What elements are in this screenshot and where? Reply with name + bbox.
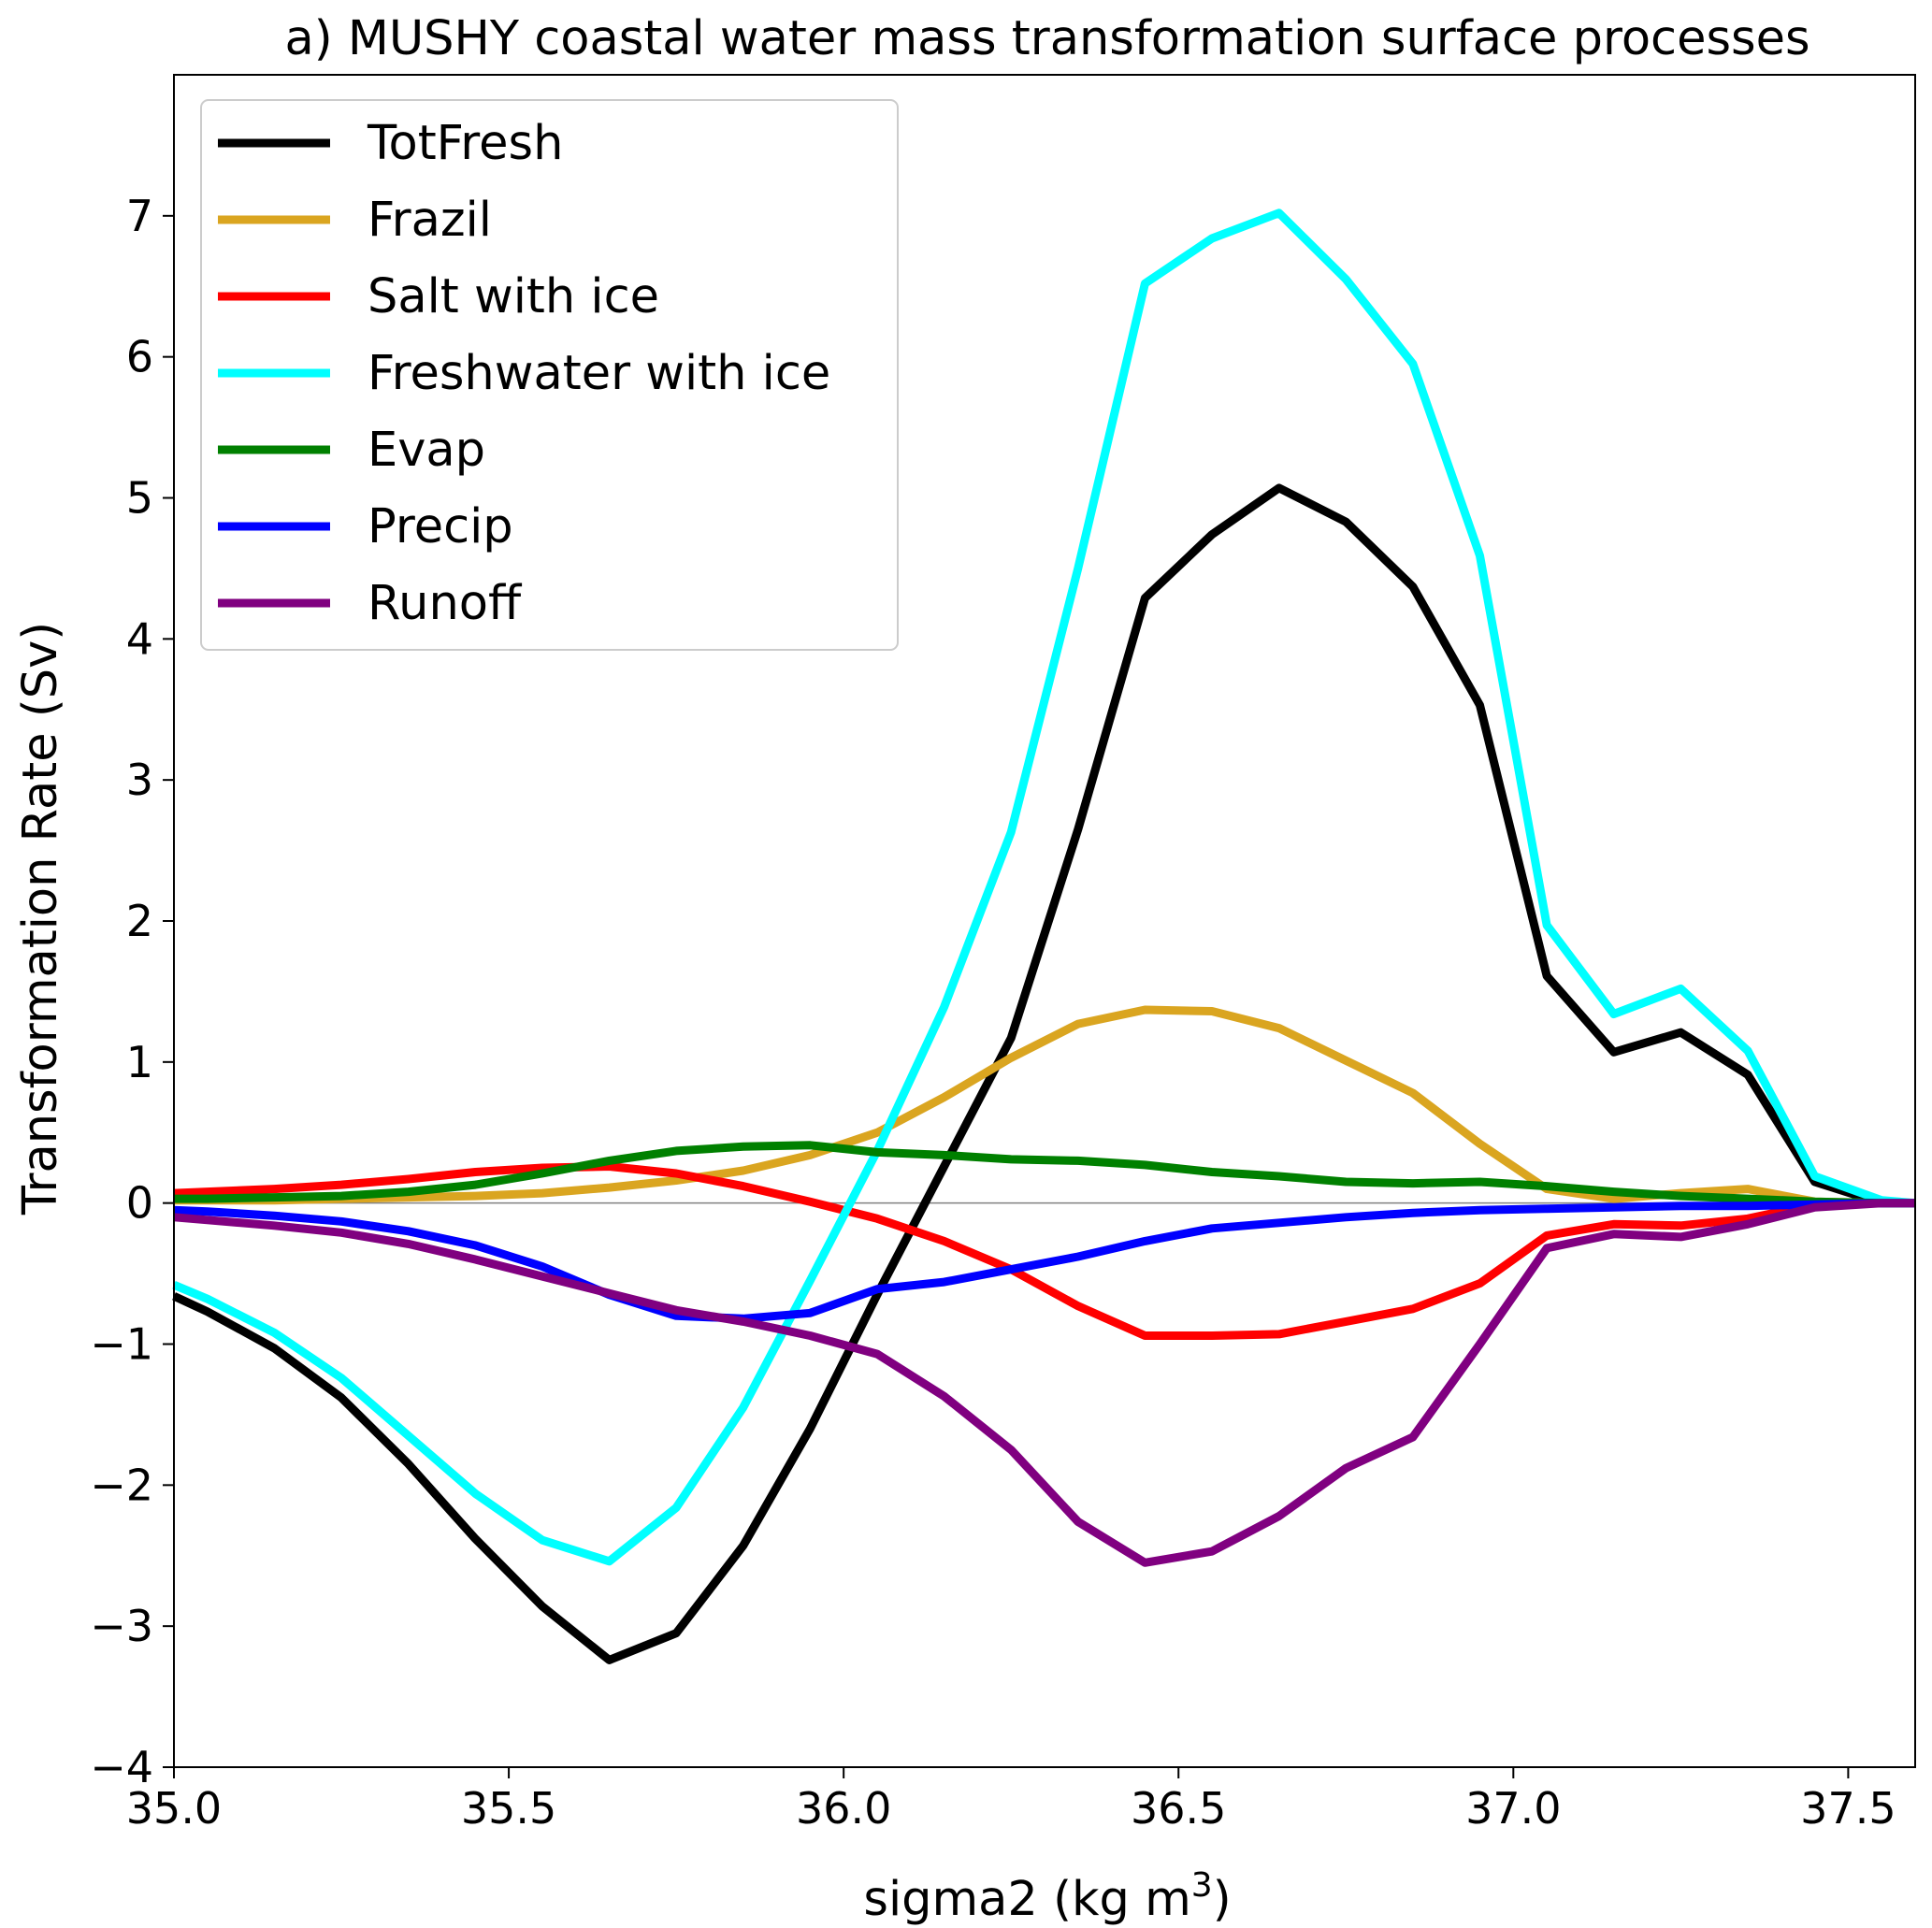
y-tick-label: 6 (126, 332, 153, 382)
x-axis-label-superscript: 3 (1191, 1866, 1213, 1905)
series-line-evap (174, 1141, 1915, 1208)
x-tick-label: 35.0 (126, 1783, 222, 1834)
y-tick-label: 3 (126, 755, 153, 805)
x-tick-label: 37.0 (1465, 1783, 1561, 1834)
legend-label: Precip (368, 499, 513, 554)
x-tick-label: 36.5 (1131, 1783, 1226, 1834)
series-line-precip (173, 1199, 1915, 1323)
y-tick-label: −2 (90, 1460, 153, 1510)
y-tick-label: −3 (90, 1601, 153, 1651)
legend-label: Salt with ice (368, 269, 659, 324)
y-tick-label: −4 (90, 1742, 153, 1792)
x-axis-label: sigma2 (kg m3) (863, 1866, 1231, 1927)
series-line-runoff (173, 1199, 1915, 1567)
x-axis-label-suffix: ) (1213, 1872, 1232, 1927)
y-tick-label: 0 (126, 1178, 153, 1229)
legend-label: Evap (368, 423, 485, 478)
y-tick-label: 7 (126, 191, 153, 241)
legend: TotFresh Frazil Salt with ice Freshwater wi… (200, 99, 899, 651)
chart-title: a) MUSHY coastal water mass transformati… (284, 11, 1809, 66)
legend-label: Freshwater with ice (368, 346, 830, 401)
plot-area: 35.0 35.5 36.0 36.5 37.0 37.5 −4 −3 −2 −1 0 1 2 3 4 5 6 7 (90, 74, 1916, 1834)
series-line-salt-with-ice (173, 1162, 1915, 1340)
y-tick-label: 5 (126, 473, 153, 524)
x-axis-label-main: sigma2 (kg m (863, 1872, 1190, 1927)
legend-label: Runoff (368, 576, 523, 631)
legend-label: Frazil (368, 193, 492, 248)
x-tick-label: 36.0 (796, 1783, 891, 1834)
y-tick-label: 4 (126, 613, 153, 664)
y-axis-label: Transformation Rate (Sv) (13, 622, 68, 1216)
y-tick-label: −1 (90, 1319, 153, 1370)
y-tick-label: 1 (126, 1037, 153, 1087)
series-line-freshwater-with-ice (172, 209, 1916, 1566)
x-tick-label: 35.5 (461, 1783, 556, 1834)
y-tick-label: 2 (126, 896, 153, 946)
legend-box (200, 99, 899, 651)
x-tick-label: 37.5 (1800, 1783, 1896, 1834)
legend-label: TotFresh (367, 116, 563, 171)
series-line-totfresh (172, 483, 1915, 1664)
